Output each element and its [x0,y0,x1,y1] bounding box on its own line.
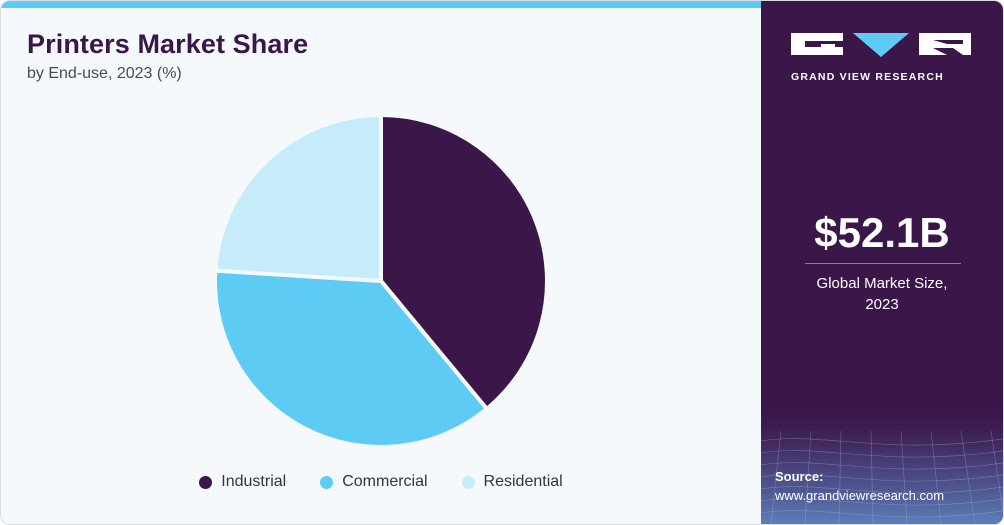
chart-panel: Printers Market Share by End-use, 2023 (… [1,1,761,524]
market-size-label: Global Market Size, 2023 [761,273,1003,315]
chart-title: Printers Market Share [27,29,309,59]
brand-name: GRAND VIEW RESEARCH [791,71,944,83]
legend-swatch-commercial [320,475,334,489]
pie-slice-residential [213,113,383,283]
legend-item-residential: Residential [461,473,563,491]
source-title: Source: [775,469,824,484]
source-note: Source: www.grandviewresearch.com [775,467,944,505]
market-size-label-line1: Global Market Size, [816,275,948,292]
pie-chart [213,113,549,449]
chart-subtitle: by End-use, 2023 (%) [27,65,182,82]
brand-logo [791,33,971,57]
legend-label-industrial: Industrial [221,473,287,490]
wave-pattern [761,401,1003,524]
market-size-value: $52.1B [814,209,950,256]
divider-line [805,263,961,264]
market-size-label-line2: 2023 [865,296,899,313]
legend-item-industrial: Industrial [199,473,286,491]
source-url: www.grandviewresearch.com [775,488,945,503]
pie-slice-industrial [379,113,549,411]
legend-label-commercial: Commercial [342,473,428,490]
chart-legend: Industrial Commercial Residential [1,473,761,491]
legend-swatch-residential [461,475,475,489]
pie-slice-commercial [213,268,489,449]
legend-label-residential: Residential [483,473,563,490]
legend-swatch-industrial [199,475,213,489]
accent-bar [1,1,761,8]
legend-item-commercial: Commercial [320,473,428,491]
summary-panel: GRAND VIEW RESEARCH $52.1B Global Market… [761,1,1003,524]
